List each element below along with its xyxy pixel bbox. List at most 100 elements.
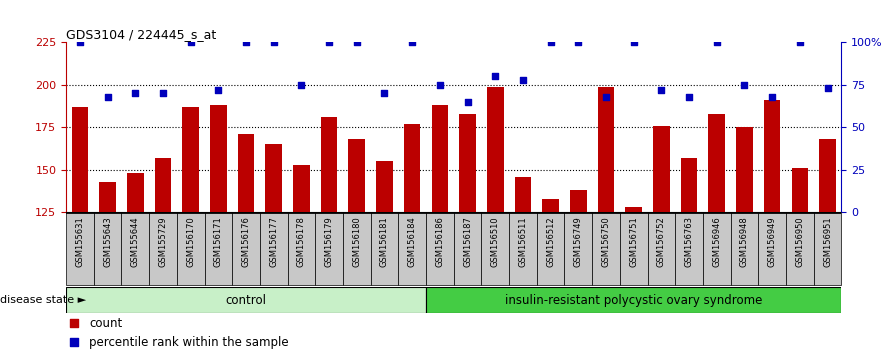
Bar [597, 87, 614, 212]
Bar [238, 134, 255, 212]
Text: GSM156510: GSM156510 [491, 216, 500, 267]
Text: count: count [89, 316, 122, 330]
Text: GSM155631: GSM155631 [76, 216, 85, 267]
Text: GSM156170: GSM156170 [186, 216, 196, 267]
Bar [454, 212, 481, 285]
Text: control: control [226, 293, 267, 307]
Text: insulin-resistant polycystic ovary syndrome: insulin-resistant polycystic ovary syndr… [505, 293, 762, 307]
Text: GSM156749: GSM156749 [574, 216, 583, 267]
Bar [93, 212, 122, 285]
Text: GSM156180: GSM156180 [352, 216, 361, 267]
Text: GSM156750: GSM156750 [602, 216, 611, 267]
Point [405, 40, 419, 45]
Point [682, 94, 696, 100]
Point [67, 340, 81, 346]
Point [488, 74, 502, 79]
Bar [432, 105, 448, 212]
Text: GSM156751: GSM156751 [629, 216, 638, 267]
Text: GSM156178: GSM156178 [297, 216, 306, 267]
Bar [293, 165, 310, 212]
Bar [819, 139, 836, 212]
Point [73, 40, 87, 45]
Bar [100, 182, 116, 212]
Point [183, 40, 197, 45]
Bar [759, 212, 786, 285]
Bar [481, 212, 509, 285]
Point [820, 86, 834, 91]
Point [571, 40, 585, 45]
Bar [127, 173, 144, 212]
Text: GSM156184: GSM156184 [408, 216, 417, 267]
Bar [376, 161, 393, 212]
Text: GSM156752: GSM156752 [657, 216, 666, 267]
Bar [265, 144, 282, 212]
Point [544, 40, 558, 45]
Bar [626, 207, 642, 212]
Bar [371, 212, 398, 285]
Point [765, 94, 779, 100]
Point [322, 40, 337, 45]
Text: GSM156511: GSM156511 [518, 216, 528, 267]
Point [211, 87, 226, 93]
Bar [155, 158, 171, 212]
Bar [182, 107, 199, 212]
Text: GSM156951: GSM156951 [823, 216, 832, 267]
Point [626, 40, 640, 45]
Bar [620, 212, 648, 285]
Bar [343, 212, 371, 285]
Bar [349, 139, 365, 212]
Bar [592, 212, 620, 285]
Bar [204, 212, 233, 285]
Bar [791, 168, 808, 212]
Text: GSM155643: GSM155643 [103, 216, 112, 267]
Bar [565, 212, 592, 285]
Text: GSM156949: GSM156949 [767, 216, 777, 267]
Bar [675, 212, 703, 285]
Bar [786, 212, 814, 285]
Point [599, 94, 613, 100]
Point [156, 91, 170, 96]
Text: GSM156176: GSM156176 [241, 216, 250, 267]
Bar [66, 287, 426, 313]
Text: GDS3104 / 224445_s_at: GDS3104 / 224445_s_at [66, 28, 217, 41]
Point [377, 91, 391, 96]
Text: GSM155644: GSM155644 [130, 216, 140, 267]
Text: percentile rank within the sample: percentile rank within the sample [89, 336, 289, 349]
Point [710, 40, 724, 45]
Point [239, 40, 253, 45]
Point [100, 94, 115, 100]
Bar [515, 177, 531, 212]
Bar [537, 212, 565, 285]
Bar [233, 212, 260, 285]
Bar [426, 212, 454, 285]
Bar [737, 127, 752, 212]
Bar [149, 212, 177, 285]
Text: GSM156763: GSM156763 [685, 216, 693, 267]
Bar [570, 190, 587, 212]
Bar [509, 212, 537, 285]
Point [433, 82, 447, 88]
Point [461, 99, 475, 105]
Bar [708, 114, 725, 212]
Point [793, 40, 807, 45]
Bar [681, 158, 698, 212]
Point [655, 87, 669, 93]
Bar [403, 124, 420, 212]
Text: GSM156179: GSM156179 [324, 216, 334, 267]
Text: GSM156950: GSM156950 [796, 216, 804, 267]
Bar [426, 287, 841, 313]
Text: disease state ►: disease state ► [0, 295, 86, 305]
Point [267, 40, 281, 45]
Bar [66, 212, 93, 285]
Bar [487, 87, 504, 212]
Bar [459, 114, 476, 212]
Bar [814, 212, 841, 285]
Bar [543, 199, 559, 212]
Text: GSM156948: GSM156948 [740, 216, 749, 267]
Bar [648, 212, 675, 285]
Bar [177, 212, 204, 285]
Point [294, 82, 308, 88]
Point [129, 91, 143, 96]
Point [67, 320, 81, 326]
Bar [287, 212, 315, 285]
